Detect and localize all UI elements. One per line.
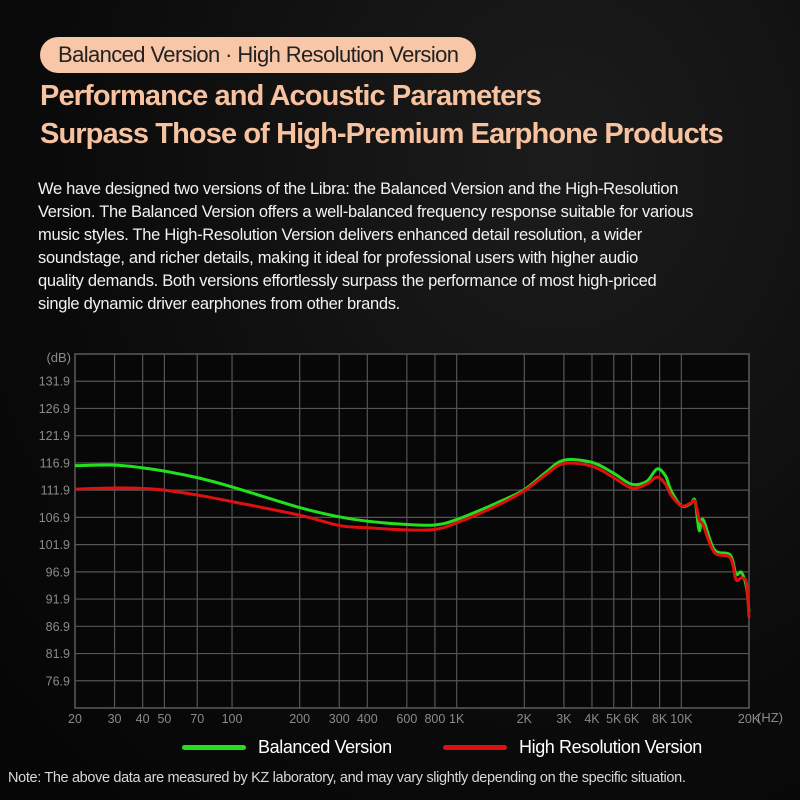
headline-line-1: Performance and Acoustic Parameters bbox=[40, 80, 542, 112]
description-line: Version. The Balanced Version offers a w… bbox=[38, 203, 694, 221]
legend-swatch-balanced bbox=[182, 745, 246, 750]
x-tick-label: 200 bbox=[289, 712, 310, 726]
legend-swatch-high-resolution bbox=[443, 745, 507, 750]
legend-item-balanced: Balanced Version bbox=[182, 737, 392, 758]
y-tick-label: 76.9 bbox=[46, 674, 70, 688]
x-tick-label: 800 bbox=[424, 712, 445, 726]
legend-label-high-resolution: High Resolution Version bbox=[519, 737, 702, 757]
y-tick-label: 121.9 bbox=[39, 429, 70, 443]
description-line: quality demands. Both versions effortles… bbox=[38, 272, 657, 290]
x-tick-label: 8K bbox=[652, 712, 668, 726]
x-tick-label: 1K bbox=[449, 712, 465, 726]
high-resolution-version-curve bbox=[74, 461, 751, 618]
y-tick-label: 86.9 bbox=[46, 620, 70, 634]
footnote: Note: The above data are measured by KZ … bbox=[8, 770, 686, 786]
y-tick-label: 126.9 bbox=[39, 402, 70, 416]
x-tick-label: 4K bbox=[584, 712, 600, 726]
x-tick-label: 50 bbox=[157, 712, 171, 726]
headline-line-2: Surpass Those of High-Premium Earphone P… bbox=[40, 118, 724, 150]
x-tick-label: 20K bbox=[738, 712, 761, 726]
x-tick-label: 5K bbox=[606, 712, 622, 726]
y-tick-label: 111.9 bbox=[41, 484, 70, 498]
x-tick-label: 400 bbox=[357, 712, 378, 726]
y-tick-label: 116.9 bbox=[40, 456, 70, 470]
x-tick-label: 100 bbox=[222, 712, 243, 726]
description-line: We have designed two versions of the Lib… bbox=[38, 180, 679, 198]
y-tick-label: 101.9 bbox=[39, 538, 70, 552]
x-tick-label: 40 bbox=[136, 712, 150, 726]
legend-label-balanced: Balanced Version bbox=[258, 737, 392, 757]
version-badge: Balanced Version · High Resolution Versi… bbox=[40, 37, 477, 73]
x-tick-label: 6K bbox=[624, 712, 640, 726]
description-line: soundstage, and richer details, making i… bbox=[38, 249, 639, 267]
y-axis-label: (dB) bbox=[46, 350, 71, 365]
y-tick-label: 91.9 bbox=[46, 593, 70, 607]
legend-item-high-resolution: High Resolution Version bbox=[443, 737, 702, 758]
y-tick-label: 131.9 bbox=[39, 375, 70, 389]
y-tick-label: 106.9 bbox=[39, 511, 70, 525]
description-line: single dynamic driver earphones from oth… bbox=[38, 295, 400, 313]
y-tick-label: 81.9 bbox=[46, 647, 70, 661]
y-tick-label: 96.9 bbox=[46, 565, 70, 579]
x-tick-label: 3K bbox=[556, 712, 572, 726]
description-line: music styles. The High-Resolution Versio… bbox=[38, 226, 642, 244]
x-tick-label: 10K bbox=[670, 712, 693, 726]
x-tick-label: 70 bbox=[190, 712, 204, 726]
x-axis-label: (HZ) bbox=[757, 710, 783, 725]
description: We have designed two versions of the Lib… bbox=[38, 178, 693, 316]
x-tick-label: 2K bbox=[517, 712, 533, 726]
x-tick-label: 30 bbox=[108, 712, 122, 726]
x-tick-label: 300 bbox=[329, 712, 350, 726]
balanced-version-curve bbox=[74, 458, 751, 613]
x-tick-label: 600 bbox=[396, 712, 417, 726]
x-tick-label: 20 bbox=[68, 712, 82, 726]
